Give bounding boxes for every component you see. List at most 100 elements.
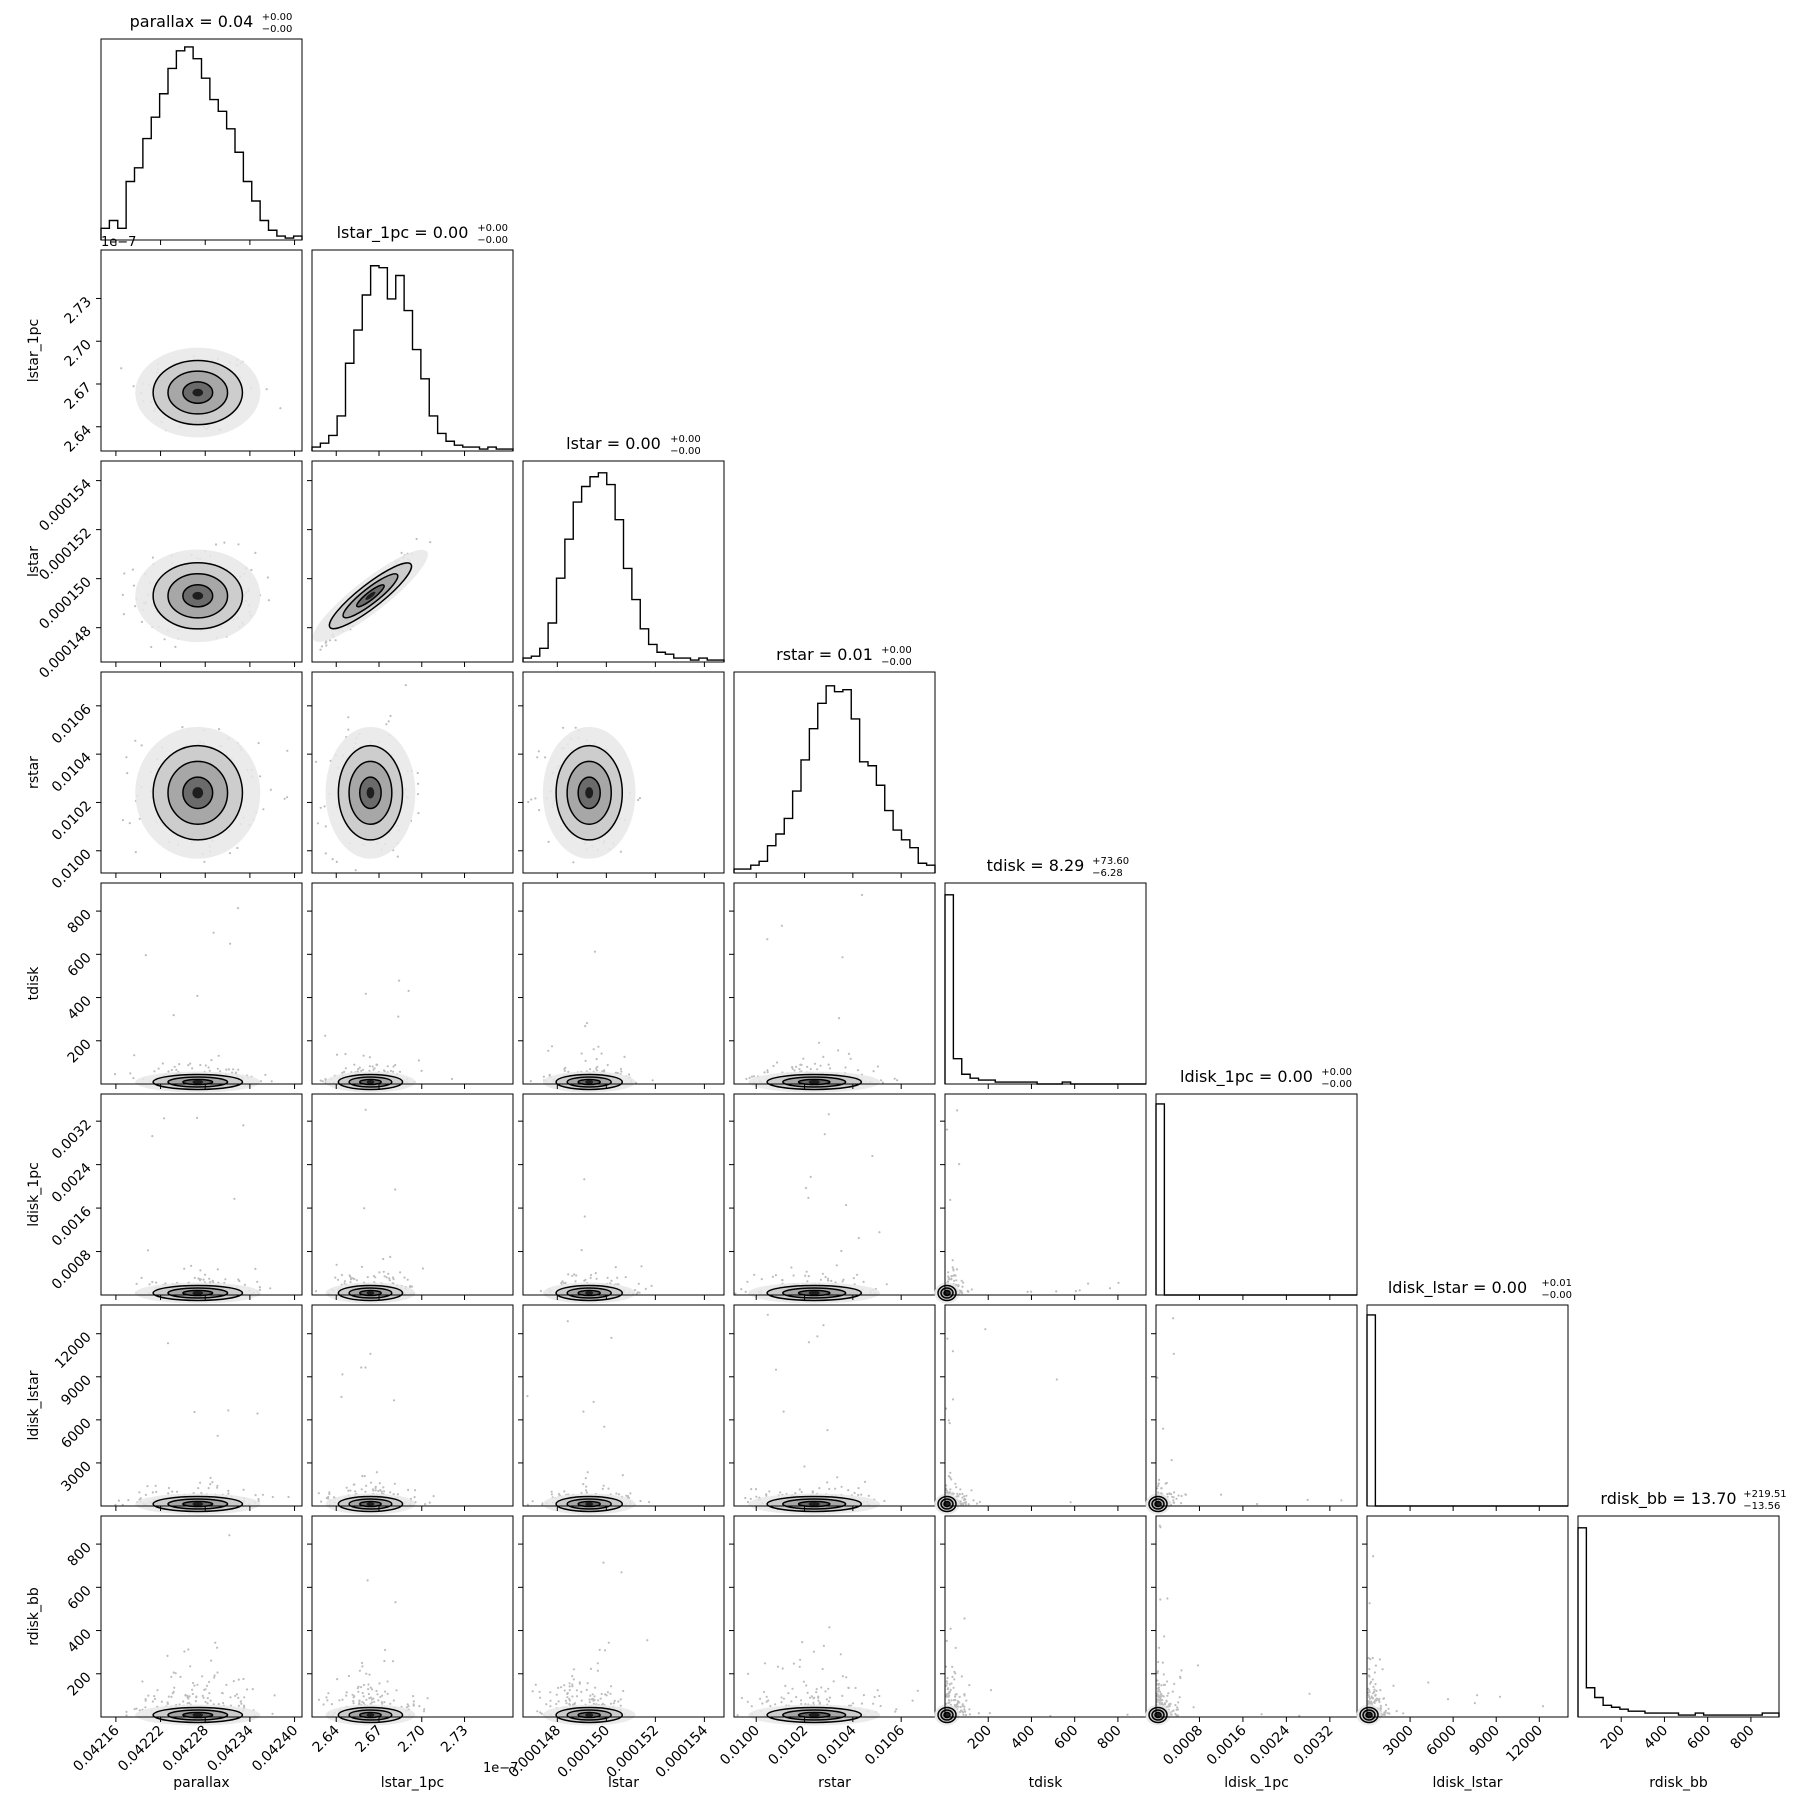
sample-point (389, 1491, 392, 1494)
sample-point (744, 1290, 747, 1293)
sample-point (175, 1068, 178, 1071)
sample-point (213, 1674, 216, 1677)
sample-point (174, 1672, 177, 1675)
title-upper-lstar: +0.00 (670, 434, 701, 445)
sample-point (550, 1490, 553, 1493)
sample-point (629, 1492, 632, 1495)
title-lower-parallax: −0.00 (262, 24, 293, 35)
sample-point (953, 1678, 956, 1681)
sample-point (154, 1484, 157, 1487)
sample-point (827, 1063, 830, 1066)
sample-point (575, 1689, 579, 1692)
sample-point (409, 1284, 412, 1288)
sample-point (598, 1648, 601, 1651)
sample-point (841, 1280, 844, 1283)
sample-point (571, 1695, 574, 1698)
sample-point (1172, 1352, 1175, 1355)
sample-point (828, 1487, 831, 1491)
sample-point (216, 1067, 219, 1070)
panel-frame (944, 882, 1147, 1085)
sample-point (885, 1283, 888, 1286)
sample-point (387, 720, 390, 723)
sample-point (1156, 1376, 1159, 1379)
sample-point (1308, 1692, 1311, 1695)
sample-point (412, 1695, 415, 1698)
panel-frame (100, 249, 303, 452)
sample-point (384, 1648, 387, 1652)
sample-point (1055, 1290, 1058, 1293)
sample-point (392, 1278, 395, 1281)
sample-point (343, 1280, 346, 1283)
sample-point (396, 1493, 399, 1496)
sample-point (1162, 1695, 1165, 1698)
density-contour-4 (1156, 1712, 1161, 1717)
sample-point (211, 1481, 214, 1484)
sample-point (879, 1079, 883, 1082)
sample-point (951, 1675, 954, 1678)
sample-point (1172, 1501, 1175, 1504)
y-tick-label-ldisk_lstar: 9000 (58, 1372, 95, 1409)
sample-point (1166, 1694, 1169, 1697)
sample-point (1166, 1597, 1169, 1600)
y-tick-label-ldisk_lstar: 12000 (52, 1329, 95, 1372)
sample-point (822, 1324, 825, 1327)
scatter-panel-lstar_1pc-vs-ldisk_1pc (307, 1093, 514, 1304)
sample-point (827, 1687, 830, 1690)
sample-point (557, 1700, 560, 1703)
sample-point (328, 1491, 331, 1494)
sample-point (320, 1500, 323, 1503)
sample-point (961, 1496, 964, 1499)
title-upper-parallax: +0.00 (262, 12, 293, 23)
sample-point (364, 1366, 367, 1369)
sample-point (358, 1701, 361, 1705)
sample-point (623, 1055, 626, 1058)
sample-point (736, 1714, 739, 1717)
sample-point (417, 782, 420, 785)
sample-point (883, 1499, 886, 1503)
sample-point (182, 1700, 185, 1703)
x-tick-label-rstar: 0.0106 (862, 1722, 908, 1768)
sample-point (954, 1695, 957, 1698)
sample-point (851, 1702, 855, 1705)
sample-point (381, 1702, 384, 1705)
y-tick-label-rstar: 0.0106 (49, 701, 95, 747)
sample-point (234, 1694, 237, 1697)
sample-point (1168, 1703, 1171, 1706)
sample-point (612, 1702, 616, 1705)
sample-point (968, 1708, 971, 1711)
sample-point (385, 723, 388, 726)
sample-point (345, 1486, 348, 1489)
sample-point (132, 385, 135, 388)
sample-point (852, 1277, 855, 1280)
sample-point (594, 1686, 597, 1689)
sample-point (246, 1688, 249, 1691)
sample-point (765, 1494, 768, 1497)
sample-point (838, 1017, 841, 1020)
sample-point (1165, 1680, 1169, 1683)
density-contour-4 (366, 1712, 375, 1717)
sample-point (945, 1484, 948, 1487)
sample-point (155, 1490, 158, 1493)
sample-point (416, 793, 420, 796)
sample-point (189, 1062, 192, 1065)
sample-point (555, 1702, 558, 1706)
sample-point (799, 1658, 802, 1661)
sample-point (384, 1690, 387, 1693)
scatter-points-parallax-ldisk_1pc (135, 1116, 272, 1296)
sample-point (911, 1699, 914, 1702)
sample-point (362, 1695, 365, 1698)
sample-point (328, 1492, 331, 1496)
sample-point (584, 1025, 587, 1028)
sample-point (415, 537, 418, 541)
sample-point (1156, 1679, 1159, 1682)
sample-point (947, 1695, 950, 1698)
histogram-parallax (100, 46, 303, 240)
sample-point (746, 1500, 750, 1504)
sample-point (375, 1063, 378, 1066)
sample-point (392, 1699, 395, 1702)
sample-point (810, 1695, 814, 1698)
sample-point (120, 367, 123, 370)
sample-point (151, 1280, 154, 1284)
sample-point (806, 1691, 809, 1694)
sample-point (826, 1429, 829, 1432)
